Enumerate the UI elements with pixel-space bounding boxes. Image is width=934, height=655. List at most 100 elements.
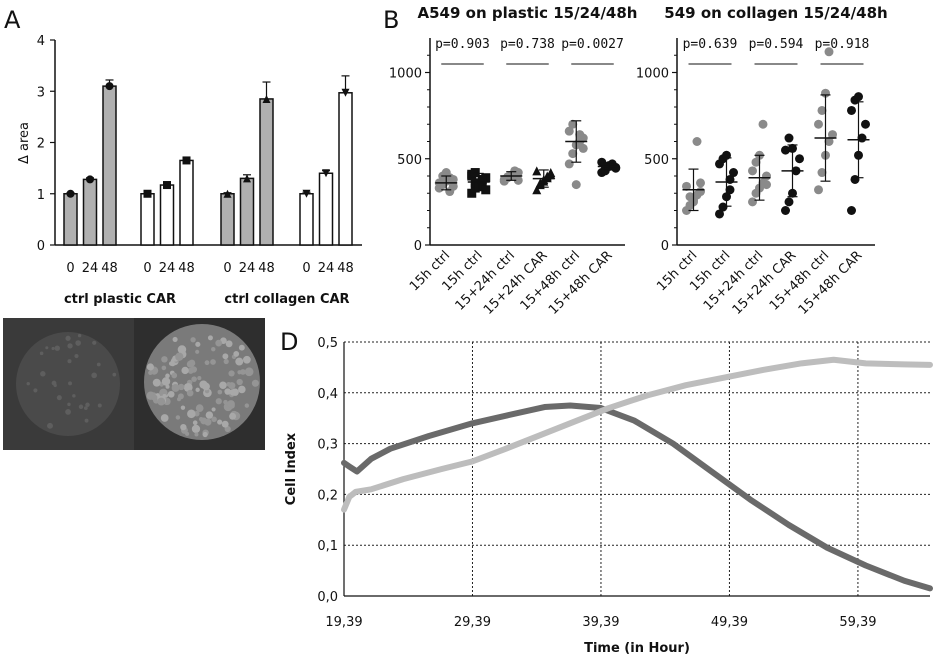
cell-blob: [180, 423, 187, 431]
panel-c-micrographs: [3, 318, 265, 450]
y-axis-label: Δ area: [17, 122, 32, 164]
scatter-point: [725, 185, 735, 195]
cell-blob: [211, 346, 216, 352]
cell-blob: [96, 362, 101, 367]
cell-blob: [33, 388, 38, 393]
cell-blob: [187, 409, 196, 419]
cell-blob: [175, 352, 184, 361]
cell-blob: [240, 369, 246, 375]
cell-blob: [211, 416, 217, 423]
x-tick-label: 29,39: [454, 615, 491, 630]
scatter-point: [611, 163, 621, 173]
cell-blob: [92, 340, 97, 345]
bar-point-marker: [322, 169, 330, 178]
chart-title: A549 on plastic 15/24/48h: [418, 4, 638, 22]
cell-blob: [45, 346, 49, 350]
scatter-point: [784, 133, 794, 143]
x-tick-label: 0: [302, 261, 310, 276]
cell-blob: [224, 388, 231, 395]
scatter-point: [571, 180, 581, 190]
cell-blob: [215, 339, 223, 347]
cell-blob: [205, 411, 214, 419]
scatter-point: [828, 130, 837, 140]
scatter-point: [682, 181, 691, 191]
cell-blob: [185, 431, 190, 436]
y-tick-label: 3: [37, 85, 45, 100]
scatter-point: [781, 145, 790, 155]
bar: [318, 172, 334, 246]
scatter-point: [817, 168, 827, 178]
cell-blob: [204, 418, 212, 426]
cell-blob: [195, 404, 204, 413]
cell-blob: [219, 381, 227, 390]
cell-blob: [222, 353, 229, 360]
cell-blob: [26, 381, 30, 386]
cell-blob: [195, 349, 200, 354]
scatter-point: [847, 206, 856, 215]
cell-blob: [228, 370, 235, 377]
cell-blob: [244, 403, 250, 408]
scatter-point: [477, 174, 487, 184]
cell-blob: [207, 335, 213, 341]
cell-blob: [72, 394, 76, 398]
scatter-point: [715, 209, 724, 219]
x-tick-label: 0: [143, 261, 151, 276]
cell-blob: [112, 372, 117, 377]
scatter-point: [748, 166, 757, 176]
bar: [102, 85, 117, 246]
cell-blob: [77, 333, 82, 338]
cell-blob: [40, 371, 46, 377]
bar-point-marker: [302, 189, 311, 198]
scatter-point: [481, 185, 491, 195]
cell-blob: [198, 416, 204, 422]
x-tick-label: 19,39: [325, 615, 362, 630]
bar: [140, 193, 155, 246]
scatter-point: [578, 143, 588, 153]
p-value: p=0.0027: [561, 37, 624, 52]
cell-blob: [97, 403, 102, 408]
cell-blob: [152, 378, 161, 387]
scatter-point: [470, 168, 480, 178]
scatter-point: [510, 166, 520, 176]
cell-blob: [161, 365, 167, 371]
y-tick-label: 0,1: [317, 539, 338, 554]
x-tick-label: 48: [258, 261, 275, 276]
cell-blob: [54, 345, 61, 351]
scatter-point: [824, 47, 834, 57]
cell-blob: [204, 360, 210, 366]
cell-blob: [165, 384, 170, 389]
scatter-point: [817, 105, 827, 115]
spheroid-ctrl: [16, 332, 120, 436]
cell-blob: [165, 373, 170, 379]
cell-blob: [53, 383, 57, 388]
x-tick-label: 48: [337, 261, 354, 276]
scatter-point: [762, 171, 771, 181]
scatter-point: [597, 157, 607, 167]
cell-blob: [167, 390, 175, 398]
scatter-point: [575, 130, 585, 140]
y-tick-label: 0: [661, 239, 669, 254]
y-tick-label: 1000: [389, 67, 422, 82]
y-tick-label: 0: [414, 239, 422, 254]
cell-blob: [225, 340, 233, 348]
scatter-point: [568, 119, 578, 129]
cell-blob: [67, 402, 71, 407]
cell-blob: [238, 344, 245, 351]
cell-blob: [171, 372, 178, 379]
bar: [82, 178, 98, 246]
bar-point-marker: [86, 175, 94, 184]
bar: [220, 193, 235, 246]
bar-point-marker: [143, 189, 152, 198]
scatter-point: [448, 174, 458, 184]
cell-blob: [168, 361, 174, 366]
cell-blob: [251, 379, 259, 387]
cell-blob: [190, 337, 196, 343]
cell-blob: [161, 356, 168, 363]
scatter-point: [696, 187, 705, 197]
cell-blob: [160, 414, 169, 422]
scatter-point: [758, 119, 768, 129]
bar-point-marker: [105, 82, 114, 91]
cell-blob: [192, 420, 198, 426]
y-tick-label: 1000: [636, 67, 669, 82]
